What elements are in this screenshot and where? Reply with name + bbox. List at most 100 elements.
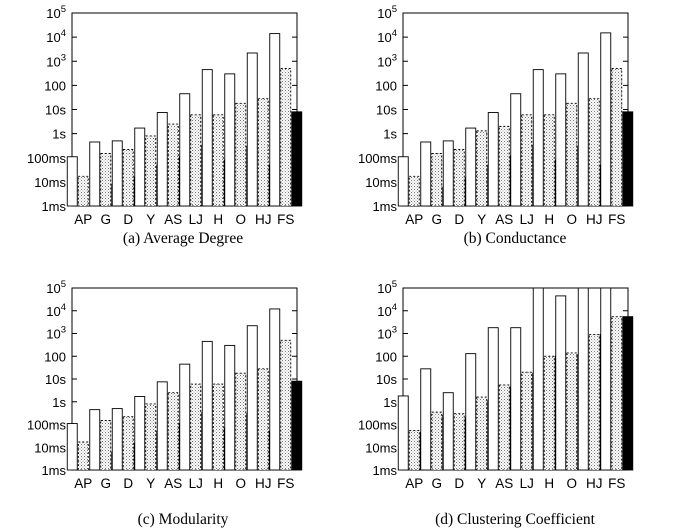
x-tick-label: AP (74, 476, 92, 491)
y-tick-label: 104 (46, 28, 66, 45)
bar-black (622, 316, 634, 471)
caption-average-degree: (a) Average Degree (123, 230, 243, 247)
y-tick-label: 105 (46, 279, 66, 296)
x-tick-label: HJ (586, 476, 603, 491)
y-tick-label: 10s (376, 103, 397, 118)
bar-white (577, 287, 589, 471)
bar-dotted (235, 372, 247, 471)
bar-dotted (521, 114, 533, 207)
x-tick-label: AS (164, 212, 182, 227)
y-tick-label: 104 (377, 302, 397, 319)
panel-clustering-coefficient: 1ms 10ms 100ms 1s 10s 100 103 104 105 AP G D Y AS LJ H O… (358, 279, 634, 491)
bar-dotted (566, 352, 578, 471)
panel-modularity: 1ms 10ms 100ms 1s 10s 100 103 104 105 AP G D Y AS LJ H O… (27, 279, 303, 491)
bar-dotted (588, 334, 600, 471)
y-tick-label: 1ms (372, 199, 397, 214)
x-tick-label: HJ (586, 212, 603, 227)
y-tick-label: 10s (45, 372, 66, 387)
bar-white (397, 156, 409, 207)
bar-dotted (145, 135, 157, 207)
y-tick-label: 100 (44, 349, 66, 364)
x-tick-label: Y (477, 476, 486, 491)
bar-white (89, 409, 101, 471)
y-tick-label: 103 (46, 325, 66, 342)
x-tick-label: D (454, 476, 464, 491)
x-tick-label: D (454, 212, 464, 227)
bar-dotted (498, 384, 510, 471)
x-tick-label: LJ (520, 476, 534, 491)
bar-dotted (566, 102, 578, 207)
bar-white (201, 69, 213, 207)
y-tick-label: 100 (375, 78, 397, 93)
bar-dotted (212, 114, 224, 207)
caption-modularity: (c) Modularity (138, 511, 229, 528)
bar-dotted (588, 98, 600, 207)
y-tick-label: 100 (375, 349, 397, 364)
y-tick-label: 10ms (34, 175, 66, 190)
bar-white (487, 327, 499, 471)
y-tick-label: 103 (377, 52, 397, 69)
bar-white (510, 93, 522, 207)
y-tick-label: 103 (377, 325, 397, 342)
bar-dotted (77, 175, 89, 207)
bar-dotted (476, 130, 488, 207)
bar-dotted (431, 153, 443, 207)
bar-dotted (145, 403, 157, 471)
bar-white (600, 32, 612, 207)
bar-dotted (431, 411, 443, 471)
bar-white (465, 353, 477, 471)
bar-white (156, 381, 168, 471)
bar-dotted (122, 149, 134, 207)
y-tick-label: 1ms (372, 463, 397, 478)
bar-dotted (521, 371, 533, 471)
x-tick-label: FS (277, 476, 294, 491)
bar-white (532, 287, 544, 471)
y-tick-label: 105 (377, 4, 397, 21)
bar-dotted (167, 392, 179, 471)
bar-dotted (498, 125, 510, 207)
x-tick-label: AS (164, 476, 182, 491)
x-tick-label: FS (277, 212, 294, 227)
x-tick-label: LJ (189, 212, 203, 227)
x-tick-label: LJ (520, 212, 534, 227)
x-tick-label: HJ (255, 212, 272, 227)
x-tick-label: G (100, 476, 111, 491)
caption-clustering-coefficient: (d) Clustering Coefficient (435, 511, 596, 528)
y-tick-label: 1s (383, 395, 397, 410)
bar-white (510, 327, 522, 471)
bar-white (555, 295, 567, 471)
bar-dotted (611, 316, 623, 471)
x-tick-label: H (213, 212, 223, 227)
x-tick-label: H (544, 476, 554, 491)
bar-white (397, 395, 409, 471)
y-tick-label: 10ms (365, 175, 397, 190)
x-tick-label: Y (146, 476, 155, 491)
bar-white (224, 73, 236, 207)
x-tick-label: G (431, 476, 442, 491)
x-tick-label: HJ (255, 476, 272, 491)
bar-white (465, 127, 477, 207)
bar-white (179, 93, 191, 207)
x-tick-label: O (566, 212, 577, 227)
x-tick-label: D (123, 476, 133, 491)
bar-white (532, 69, 544, 207)
x-tick-label: O (235, 212, 246, 227)
bar-white (66, 423, 78, 471)
bar-white (89, 141, 101, 207)
bar-white (420, 368, 432, 471)
x-tick-label: Y (146, 212, 155, 227)
x-tick-label: H (544, 212, 554, 227)
x-tick-label: O (566, 476, 577, 491)
bar-dotted (212, 383, 224, 471)
bar-dotted (257, 98, 269, 207)
bar-black (291, 380, 303, 471)
bar-dotted (611, 68, 623, 207)
bar-dotted (122, 416, 134, 471)
bar-white (179, 363, 191, 471)
bar-dotted (77, 441, 89, 471)
bar-dotted (257, 368, 269, 471)
y-tick-label: 105 (377, 279, 397, 296)
bar-dotted (543, 114, 555, 207)
bar-dotted (190, 383, 202, 471)
